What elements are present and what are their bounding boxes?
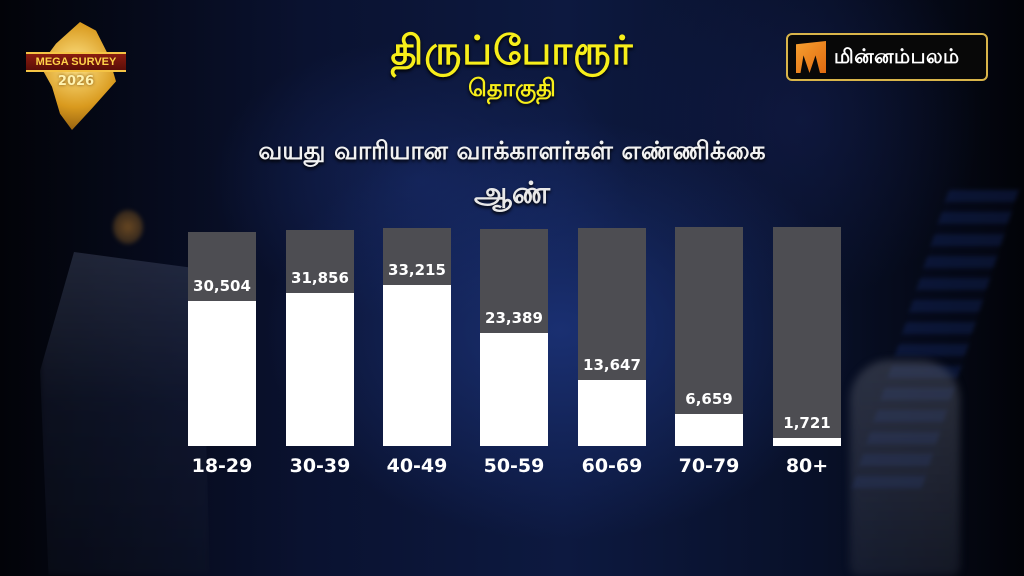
state-emblem-image	[113, 210, 143, 244]
bar-value-label: 1,721	[783, 414, 831, 432]
bar-fill	[383, 285, 451, 446]
bar-30-39: 31,856	[286, 230, 354, 446]
bar-fill	[578, 380, 646, 446]
bar-40-49: 33,215	[383, 228, 451, 446]
mega-survey-logo: MEGA SURVEY 2026	[26, 22, 126, 132]
category-label-50-59: 50-59	[483, 455, 545, 477]
mega-survey-banner: MEGA SURVEY	[26, 52, 126, 72]
constituency-subtitle: தொகுதி	[468, 74, 556, 102]
chart-heading: வயது வாரியான வாக்காளர்கள் எண்ணிக்கை	[258, 136, 766, 165]
bar-80+: 1,721	[773, 227, 841, 446]
category-label-18-29: 18-29	[191, 455, 253, 477]
brand-m-icon	[796, 41, 826, 73]
category-label-80+: 80+	[785, 455, 829, 477]
bar-value-label: 23,389	[485, 309, 543, 327]
bar-fill	[480, 333, 548, 446]
bar-fill	[773, 438, 841, 446]
bar-70-79: 6,659	[675, 227, 743, 446]
bar-value-label: 13,647	[583, 356, 641, 374]
secretariat-building-image	[40, 252, 210, 575]
constituency-title: திருப்போரூர்	[390, 28, 634, 74]
bar-value-label: 6,659	[685, 390, 733, 408]
bar-fill	[286, 293, 354, 446]
bar-60-69: 13,647	[578, 228, 646, 446]
mega-survey-year: 2026	[57, 74, 95, 89]
brand-name: மின்னம்பலம்	[834, 43, 960, 68]
category-label-70-79: 70-79	[678, 455, 740, 477]
bar-value-label: 30,504	[193, 277, 251, 295]
bar-18-29: 30,504	[188, 232, 256, 446]
bar-value-label: 31,856	[291, 269, 349, 287]
bar-fill	[675, 414, 743, 446]
inked-finger-image	[850, 360, 960, 576]
bar-fill	[188, 301, 256, 446]
minnambalam-logo: மின்னம்பலம்	[786, 33, 988, 81]
category-label-40-49: 40-49	[386, 455, 448, 477]
gender-label: ஆண்	[473, 176, 551, 211]
category-label-60-69: 60-69	[581, 455, 643, 477]
bar-50-59: 23,389	[480, 229, 548, 446]
category-label-30-39: 30-39	[289, 455, 351, 477]
bar-value-label: 33,215	[388, 261, 446, 279]
